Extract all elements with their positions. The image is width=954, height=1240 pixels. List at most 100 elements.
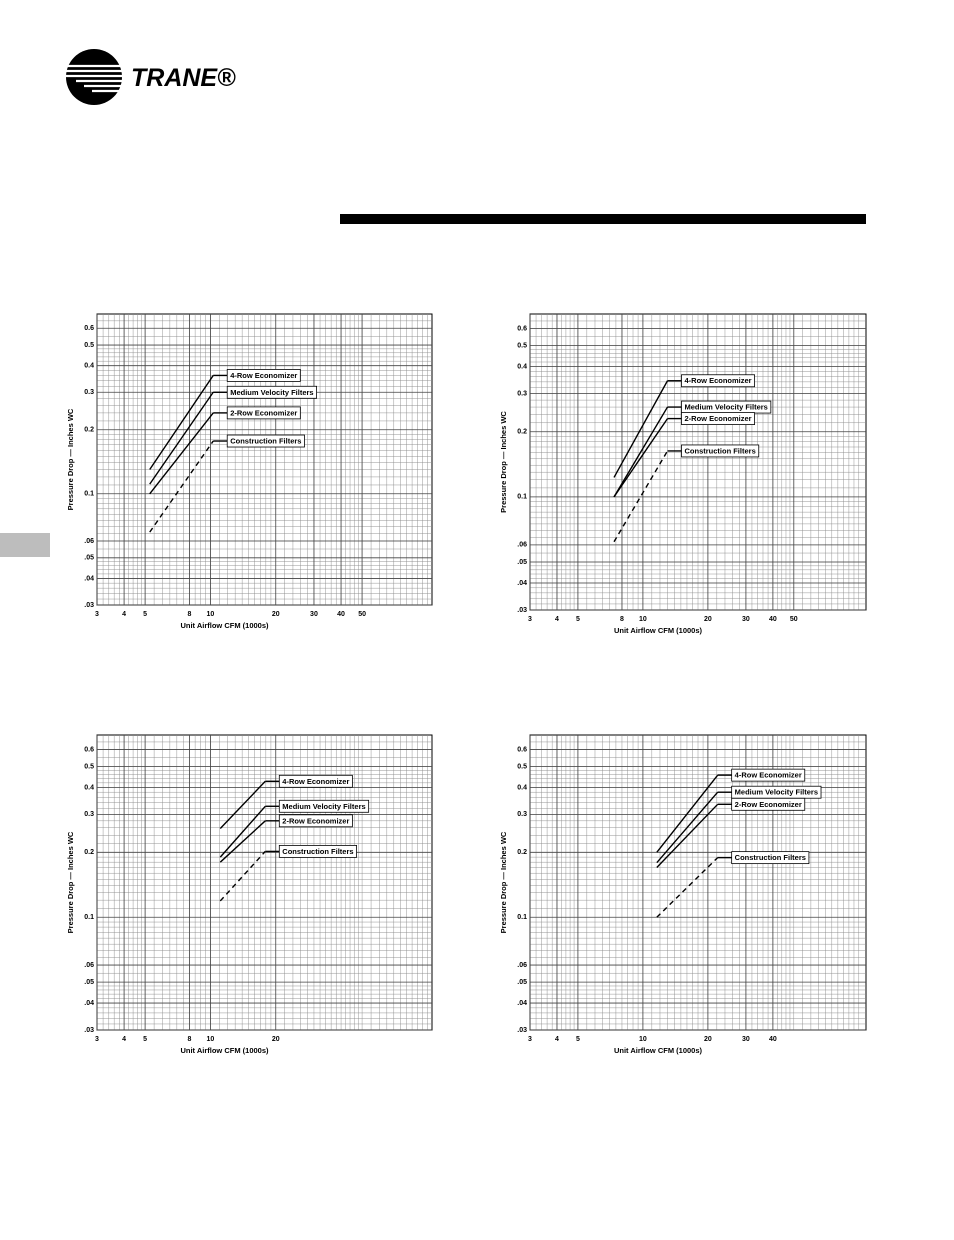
series-label: Medium Velocity Filters [282, 802, 365, 811]
x-tick-label: 40 [769, 616, 777, 623]
y-tick-label: .06 [517, 542, 527, 549]
chart: 3 4 5 10 20 30 40 .03 .04 .05 .06 0.1 0.2 0.3 0.4 0.5 0.… [499, 734, 867, 1055]
series-line [613, 418, 669, 498]
chart: 3 4 5 8 10 20 30 40 50 .03 .04 .05 .06 0.1 0.2 0.3 0.4 0.… [66, 313, 433, 630]
y-tick-label: .06 [84, 962, 94, 969]
y-tick-label: 0.6 [84, 746, 94, 753]
label-box [681, 444, 760, 458]
y-tick-label: 0.3 [517, 390, 527, 397]
x-tick-label: 10 [207, 1036, 215, 1043]
x-tick-label: 30 [742, 1036, 750, 1043]
x-tick-label: 3 [95, 1036, 99, 1043]
y-tick-label: 0.4 [84, 363, 94, 370]
series-label: Construction Filters [735, 853, 806, 862]
y-tick-label: 0.4 [517, 363, 527, 370]
x-tick-label: 20 [704, 1036, 712, 1043]
side-tab [0, 533, 50, 557]
x-tick-label: 8 [187, 611, 191, 618]
y-tick-label: .03 [84, 602, 94, 609]
plot-area [96, 734, 433, 1031]
y-tick-label: 0.2 [517, 849, 527, 856]
y-tick-label: .04 [84, 1000, 94, 1007]
series-label: Medium Velocity Filters [735, 788, 818, 797]
series-line [219, 850, 266, 902]
x-tick-label: 8 [187, 1036, 191, 1043]
y-tick-label: 0.2 [84, 427, 94, 434]
y-tick-label: .05 [84, 979, 94, 986]
x-axis-label: Unit Airflow CFM (1000s) [614, 626, 703, 635]
y-tick-label: 0.1 [84, 491, 94, 498]
y-tick-label: 0.1 [84, 914, 94, 921]
x-tick-label: 20 [272, 611, 280, 618]
x-axis-label: Unit Airflow CFM (1000s) [180, 621, 269, 630]
y-tick-label: 0.5 [517, 342, 527, 349]
y-tick-label: .05 [517, 559, 527, 566]
x-tick-label: 10 [207, 611, 215, 618]
series-line [656, 803, 719, 869]
series-line [219, 820, 266, 863]
series-label: 4-Row Economizer [230, 371, 297, 380]
label-box [226, 406, 301, 420]
y-axis-label: Pressure Drop — Inches WC [66, 408, 75, 510]
label-box [226, 434, 305, 448]
x-axis-label: Unit Airflow CFM (1000s) [614, 1046, 703, 1055]
logo: TRANE® [66, 49, 236, 105]
plot-area [96, 313, 433, 606]
y-axis-label: Pressure Drop — Inches WC [499, 831, 508, 933]
label-box [226, 385, 317, 399]
series-line [149, 375, 214, 470]
y-tick-label: 0.1 [517, 914, 527, 921]
series-line [149, 440, 214, 533]
chart: 3 4 5 8 10 20 .03 .04 .05 .06 0.1 0.2 0.3 0.4 0.5 0.6 Un… [66, 734, 433, 1055]
y-tick-label: 0.5 [84, 763, 94, 770]
series-line [219, 805, 266, 858]
y-tick-label: .04 [84, 575, 94, 582]
y-tick-label: .04 [517, 1000, 527, 1007]
y-tick-label: .03 [517, 1027, 527, 1034]
x-tick-label: 40 [337, 611, 345, 618]
series-label: Construction Filters [684, 446, 755, 455]
x-tick-label: 20 [704, 616, 712, 623]
series-label: 2-Row Economizer [684, 414, 751, 423]
series-label: 4-Row Economizer [684, 376, 751, 385]
series-label: 4-Row Economizer [735, 771, 802, 780]
chart: 3 4 5 8 10 20 30 40 50 .03 .04 .05 .06 0.1 0.2 0.3 0.4 0.… [499, 313, 867, 635]
label-box [226, 369, 301, 382]
x-tick-label: 4 [122, 611, 126, 618]
y-tick-label: 0.2 [517, 429, 527, 436]
y-tick-label: 0.3 [517, 811, 527, 818]
x-tick-label: 10 [639, 1036, 647, 1043]
y-tick-label: .06 [84, 538, 94, 545]
y-tick-label: .06 [517, 962, 527, 969]
label-box [681, 412, 755, 425]
label-box [278, 814, 353, 828]
y-tick-label: 0.3 [84, 389, 94, 396]
label-box [731, 768, 806, 782]
logo-text: TRANE® [131, 64, 236, 92]
y-tick-label: .03 [84, 1027, 94, 1034]
x-axis-label: Unit Airflow CFM (1000s) [180, 1046, 269, 1055]
series-line [149, 412, 214, 495]
x-tick-label: 5 [576, 1036, 580, 1043]
series-label: 4-Row Economizer [282, 777, 349, 786]
x-tick-label: 5 [143, 611, 147, 618]
x-tick-label: 4 [122, 1036, 126, 1043]
series-line [656, 791, 719, 864]
series-label: Medium Velocity Filters [684, 403, 767, 412]
x-tick-label: 4 [555, 616, 559, 623]
series-label: Construction Filters [230, 437, 301, 446]
y-tick-label: 0.6 [517, 746, 527, 753]
y-tick-label: 0.5 [517, 763, 527, 770]
x-tick-label: 20 [272, 1036, 280, 1043]
x-tick-label: 3 [95, 611, 99, 618]
x-tick-label: 50 [790, 616, 798, 623]
y-tick-label: 0.6 [84, 325, 94, 332]
y-tick-label: 0.1 [517, 494, 527, 501]
series-line [613, 406, 669, 498]
series-line [613, 380, 669, 478]
series-label: 2-Row Economizer [282, 816, 349, 825]
x-tick-label: 30 [310, 611, 318, 618]
series-label: 2-Row Economizer [735, 800, 802, 809]
series-label: 2-Row Economizer [230, 408, 297, 417]
